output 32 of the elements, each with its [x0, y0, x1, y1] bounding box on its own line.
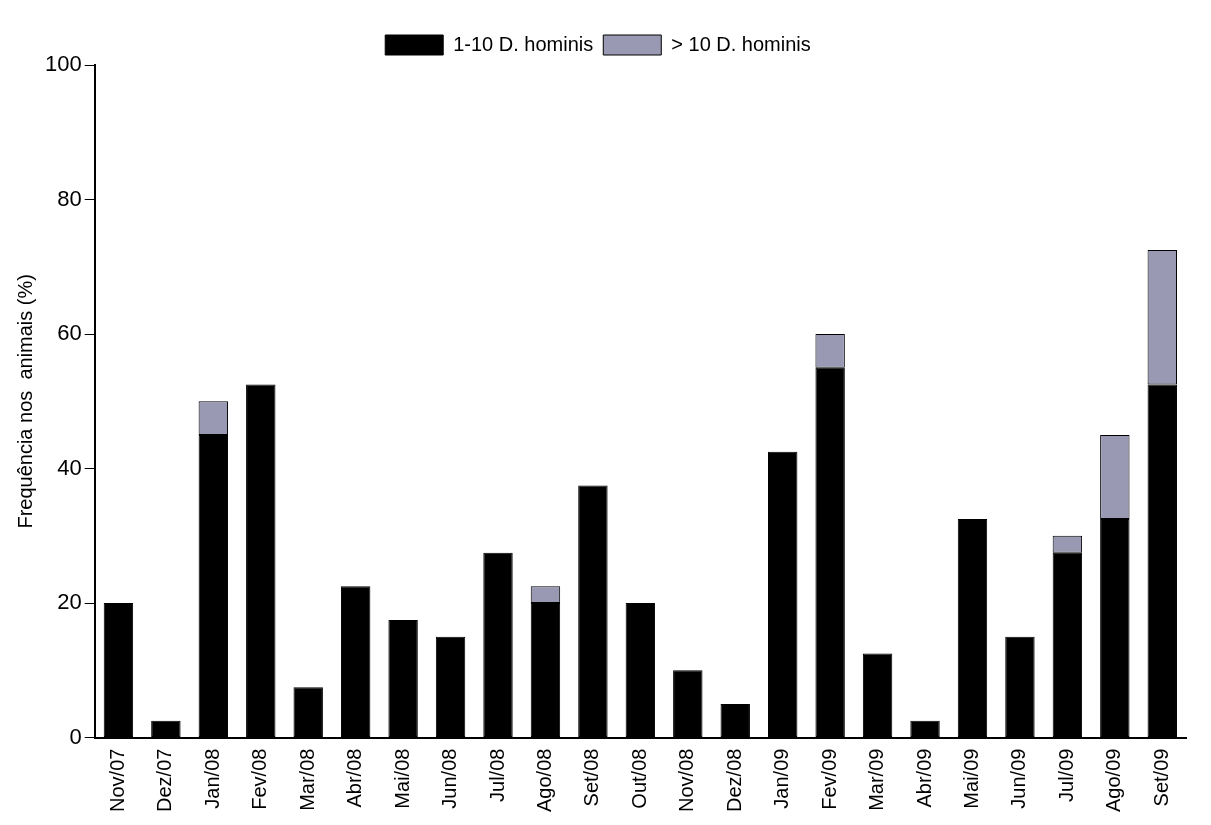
x-tick-label: Jan/08: [200, 748, 223, 809]
x-tick-label: Jul/09: [1054, 748, 1077, 802]
y-tick-label: 80: [57, 185, 82, 211]
x-tick-label: Ago/09: [1102, 748, 1125, 812]
x-tick-label: Set/09: [1149, 748, 1172, 807]
x-tick-label: Nov/08: [675, 748, 698, 812]
x-tick-label: Jun/08: [438, 748, 461, 809]
x-tick-label: Ago/08: [532, 748, 555, 812]
y-axis-title: Frequência nos animais (%): [13, 274, 36, 529]
x-tick-label: Fev/09: [817, 748, 840, 810]
x-tick-label: Dez/07: [153, 748, 176, 812]
x-tick-label: Fev/08: [248, 748, 271, 810]
x-tick-label: Mar/09: [865, 748, 888, 811]
y-tick-label: 0: [69, 723, 82, 749]
legend-label: > 10 D. hominis: [671, 32, 811, 55]
x-tick-label: Abr/08: [343, 748, 366, 808]
y-tick-label: 20: [57, 589, 82, 615]
x-tick-label: Dez/08: [722, 748, 745, 812]
x-tick-label: Jun/09: [1007, 748, 1030, 809]
x-tick-label: Mai/09: [960, 748, 982, 809]
x-tick-label: Jan/09: [770, 748, 793, 809]
y-tick-label: 40: [57, 454, 82, 480]
x-tick-label: Set/08: [580, 748, 603, 807]
x-tick-label: Mai/08: [390, 748, 413, 809]
x-tick-label: Mar/08: [295, 748, 318, 811]
x-tick-label: Jul/08: [485, 748, 508, 802]
x-tick-label: Out/08: [627, 748, 650, 809]
y-tick-label: 60: [57, 320, 82, 346]
y-tick-label: 100: [44, 51, 82, 77]
x-tick-label: Nov/07: [105, 748, 128, 812]
legend-label: 1-10 D. hominis: [453, 32, 594, 55]
x-tick-label: Abr/09: [912, 748, 935, 808]
